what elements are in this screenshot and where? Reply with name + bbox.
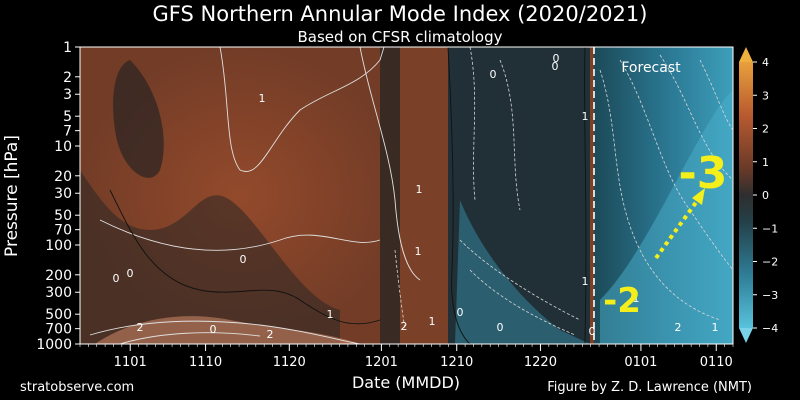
y-tick-label: 3 [63,87,72,103]
x-tick-label: 1101 [114,355,147,370]
colorbar-tick-label: −1 [762,222,778,235]
x-tick-label: 1220 [524,355,557,370]
x-tick-label: 1201 [365,355,398,370]
y-tick-label: 10 [54,139,72,155]
colorbar-tick-label: −2 [762,256,778,269]
contour-label: 1 [582,110,589,123]
contour-label: 2 [267,328,274,341]
contour-label: 1 [259,92,266,105]
y-tick-label: 50 [54,208,72,224]
y-tick-label: 20 [54,169,72,185]
x-tick-label: 0110 [700,355,733,370]
x-tick-label: 1110 [189,355,222,370]
contour-label: 1 [415,245,422,258]
x-tick-label: 0101 [624,355,657,370]
contour-label: 2 [675,321,682,334]
contour-label: 1 [582,275,589,288]
arrow-shaft [654,192,704,260]
y-tick-label: 500 [45,307,72,323]
chart-subtitle: Based on CFSR climatology [297,28,503,46]
y-tick-label: 1 [63,40,72,56]
contour-label: 0 [240,253,247,266]
contour-label: 0 [497,321,504,334]
credit-author: Figure by Z. D. Lawrence (NMT) [547,380,752,395]
zero-contours [109,47,587,344]
contour-label: 0 [457,306,464,319]
dark-band-1201 [380,47,400,344]
forecast-label: Forecast [621,60,681,76]
y-tick-label: 70 [54,223,72,239]
colorbar-tick-label: −4 [762,322,778,335]
y-tick-label: 300 [45,285,72,301]
contour-label: 2 [401,320,408,333]
y-tick-label: 1000 [36,337,72,353]
colorbar-tick-label: 3 [762,89,769,102]
y-axis-label: Pressure [hPa] [2,135,22,257]
strong-negative-region [600,90,733,344]
colorbar-tick-label: 0 [762,189,769,202]
positive-surface-region [95,316,360,344]
colorbar-top-arrow [739,47,753,62]
colorbar: 4 3 2 1 0 −1 −2 −3 −4 [739,47,778,343]
negative-contours [394,47,733,336]
chart-title: GFS Northern Annular Mode Index (2020/20… [152,2,648,26]
contour-label: 1 [712,321,719,334]
y-tick-label: 200 [45,268,72,284]
arrow-head [692,188,705,205]
colorbar-tick-label: −3 [762,289,778,302]
y-tick-label: 2 [63,70,72,86]
near-zero-pocket [113,60,164,178]
colorbar-ticks: 4 3 2 1 0 −1 −2 −3 −4 [753,56,778,335]
colorbar-fill [739,62,753,328]
colorbar-tick-label: 1 [762,156,769,169]
x-tick-label: 1210 [440,355,473,370]
x-tick-label: 1120 [273,355,306,370]
credit-site: stratobserve.com [20,380,135,395]
contour-label: 2 [137,321,144,334]
x-axis-label: Date (MMDD) [352,373,460,392]
near-zero-region [80,170,340,344]
contour-label: 0 [490,68,497,81]
y-tick-label: 5 [63,109,72,125]
contour-label: 1 [633,292,640,305]
contour-label: 0 [127,267,134,280]
contour-label: 0 [553,52,560,65]
contour-label: 0 [552,60,559,73]
contour-label: 1 [416,183,423,196]
y-tick-label: 700 [45,322,72,338]
plot-area [80,47,733,344]
contour-label: 0 [210,323,217,336]
contour-label: 1 [327,308,334,321]
y-tick-label: 100 [45,238,72,254]
colorbar-bottom-arrow [739,328,753,343]
contour-label: 0 [589,325,596,338]
negative-lower-region [455,200,590,344]
contour-label: 1 [429,315,436,328]
contour-label: 0 [113,272,120,285]
colorbar-tick-label: 2 [762,123,769,136]
y-tick-label: 30 [54,186,72,202]
annotation-minus-2: -2 [603,281,641,321]
y-tick-label: 7 [63,124,72,140]
colorbar-tick-label: 4 [762,56,769,69]
positive-contours [89,47,421,344]
x-axis-ticks: 1101 1110 1120 1201 1210 1220 0101 0110 [79,344,734,370]
annotation-minus-3: -3 [679,148,728,199]
